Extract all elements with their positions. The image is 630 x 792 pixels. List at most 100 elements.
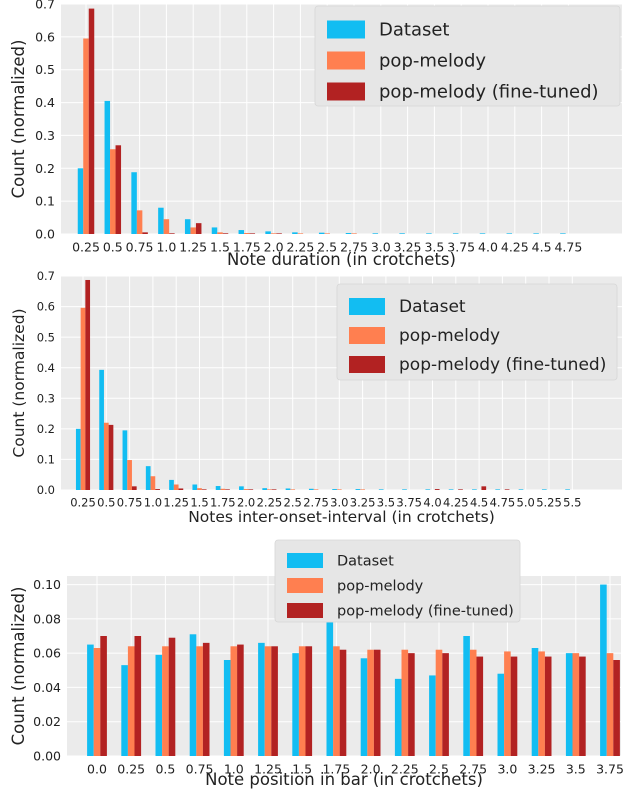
y-tick-label: 0.3 — [37, 391, 55, 405]
bar-dataset — [402, 489, 407, 490]
x-tick-label: 2.0 — [361, 762, 381, 777]
y-tick-label: 0.1 — [35, 194, 55, 209]
x-tick-label: 0.5 — [103, 240, 123, 255]
bar-pop-melody-fine-tuned — [434, 489, 440, 490]
x-tick-label: 2.5 — [284, 496, 302, 510]
x-tick-label: 3.0 — [497, 762, 517, 777]
chart-note-duration: 0.00.10.20.30.40.50.60.70.25 0.5 0.75 1.0 1.… — [9, 0, 622, 269]
legend: Dataset pop-melody pop-melody (fine-tuned) — [274, 539, 521, 623]
bar-dataset — [262, 488, 268, 490]
legend-entry: pop-melody — [337, 578, 424, 594]
bar-pop-melody — [196, 646, 203, 756]
bar-pop-melody — [290, 489, 296, 490]
bar-dataset — [533, 233, 539, 234]
x-tick-label: 4.25 — [443, 496, 469, 510]
bar-pop-melody — [606, 653, 614, 756]
y-tick-label: 0.04 — [33, 680, 61, 695]
y-tick-label: 0.0 — [35, 227, 55, 242]
bar-pop-melody-fine-tuned — [155, 489, 160, 490]
x-tick-label: 3.25 — [394, 240, 422, 255]
y-tick-label: 0.4 — [37, 361, 55, 375]
bar-dataset — [541, 489, 547, 490]
x-tick-label: 0.75 — [117, 496, 143, 510]
x-tick-label: 4.0 — [423, 496, 441, 510]
x-tick-label: 2.75 — [459, 762, 487, 777]
bar-dataset — [215, 486, 221, 490]
x-tick-label: 0.25 — [70, 496, 96, 510]
y-tick-label: 0.2 — [35, 161, 55, 176]
x-tick-label: 3.75 — [596, 762, 624, 777]
bar-pop-melody — [270, 233, 277, 234]
bar-dataset — [104, 100, 111, 234]
x-tick-label: 2.0 — [264, 240, 284, 255]
bar-pop-melody-fine-tuned — [134, 636, 142, 756]
legend-entry: Dataset — [379, 19, 450, 40]
x-tick-label: 3.5 — [424, 240, 444, 255]
bar-pop-melody-fine-tuned — [504, 489, 510, 490]
bar-pop-melody-fine-tuned — [276, 233, 282, 234]
bar-dataset — [448, 489, 454, 490]
bar-pop-melody-fine-tuned — [169, 233, 175, 234]
x-tick-label: 5.0 — [517, 496, 535, 510]
bar-dataset — [285, 488, 291, 490]
bar-dataset — [600, 584, 607, 756]
bar-dataset — [372, 233, 379, 234]
y-axis-label: Count (normalized) — [9, 40, 28, 199]
y-tick-label: 0.7 — [35, 0, 55, 12]
y-tick-label: 0.6 — [37, 300, 55, 314]
bar-dataset — [425, 489, 431, 490]
bar-dataset — [189, 634, 197, 756]
bar-pop-melody-fine-tuned — [202, 642, 210, 756]
bar-pop-melody — [267, 489, 272, 490]
bar-pop-melody — [244, 233, 250, 234]
bar-dataset — [560, 233, 566, 234]
bar-pop-melody — [333, 646, 340, 756]
bar-pop-melody-fine-tuned — [85, 279, 91, 490]
bar-pop-melody — [136, 210, 143, 234]
bar-dataset — [184, 219, 191, 234]
bar-pop-melody — [173, 484, 179, 490]
bar-dataset — [265, 231, 271, 234]
bar-dataset — [238, 230, 245, 234]
bar-pop-melody-fine-tuned — [271, 489, 277, 490]
bar-dataset — [318, 232, 325, 234]
x-tick-label: 4.75 — [490, 496, 516, 510]
bar-dataset — [332, 489, 337, 490]
bar-pop-melody-fine-tuned — [476, 656, 484, 756]
y-tick-label: 0.7 — [37, 269, 55, 283]
bar-pop-melody-fine-tuned — [201, 489, 207, 490]
x-tick-label: 4.0 — [478, 240, 498, 255]
x-tick-label: 0.75 — [126, 240, 154, 255]
chart-note-position: 0.00 0.02 0.04 0.06 0.08 0.10 0.0 0.25 0.5 0.75 1.… — [9, 539, 624, 789]
legend-entry: Dataset — [337, 553, 394, 569]
x-tick-label: 3.25 — [528, 762, 556, 777]
x-tick-label: 1.75 — [233, 240, 261, 255]
bar-pop-melody — [127, 646, 135, 756]
legend-entry: pop-melody — [379, 50, 486, 71]
x-tick-label: 1.0 — [156, 240, 176, 255]
bar-dataset — [77, 168, 84, 234]
x-tick-label: 3.25 — [350, 496, 376, 510]
bar-pop-melody — [401, 649, 409, 756]
bar-dataset — [169, 479, 174, 490]
y-tick-label: 0.3 — [35, 128, 55, 143]
x-tick-label: 0.5 — [155, 762, 175, 777]
bar-pop-melody — [538, 651, 545, 756]
legend-box — [314, 5, 621, 107]
bar-pop-melody-fine-tuned — [442, 653, 449, 756]
legend-swatch — [287, 578, 323, 593]
bar-pop-melody — [469, 649, 477, 756]
bar-pop-melody — [367, 649, 374, 756]
bar-pop-melody — [336, 489, 342, 490]
legend-swatch — [287, 553, 323, 568]
x-tick-label: 2.75 — [303, 496, 329, 510]
bar-pop-melody — [217, 232, 223, 234]
legend-swatch — [287, 603, 323, 618]
bar-dataset — [497, 673, 505, 756]
x-tick-label: 1.5 — [292, 762, 312, 777]
x-tick-label: 2.25 — [391, 762, 419, 777]
x-tick-label: 3.75 — [447, 240, 475, 255]
legend-swatch — [349, 327, 385, 344]
bar-pop-melody-fine-tuned — [408, 653, 415, 756]
